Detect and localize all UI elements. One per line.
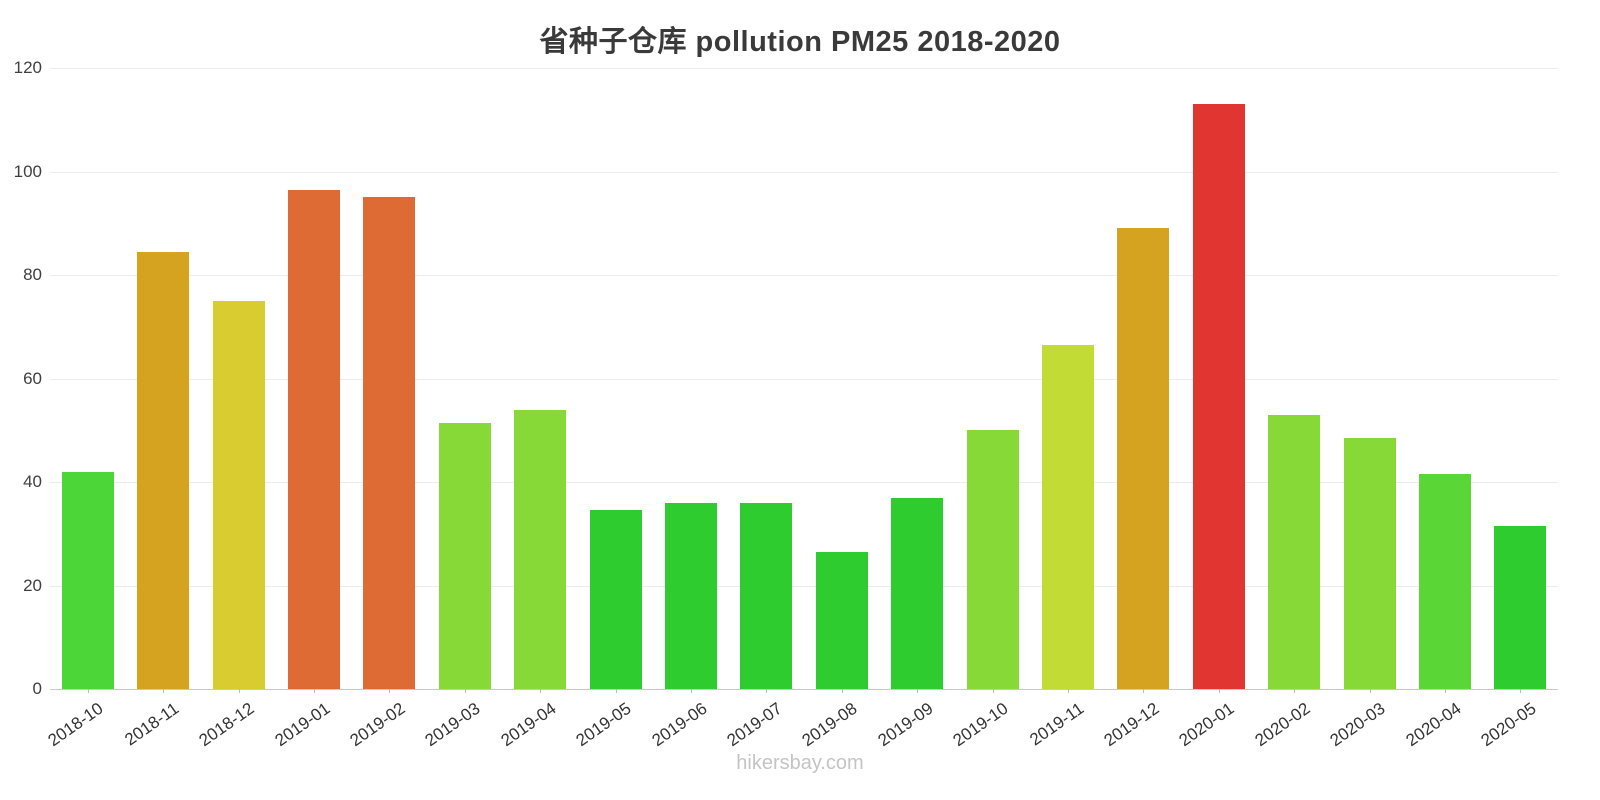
x-axis-tick-label: 2019-02 bbox=[346, 698, 409, 751]
x-axis-tick bbox=[87, 689, 89, 693]
y-axis-tick-label: 120 bbox=[13, 58, 42, 77]
x-axis-tick bbox=[238, 689, 240, 693]
bar-2020-01[interactable] bbox=[1192, 104, 1245, 689]
gridline-y-120 bbox=[50, 68, 1558, 69]
bar-2019-02[interactable] bbox=[363, 197, 416, 689]
y-axis-tick-label: 0 bbox=[32, 679, 42, 698]
x-axis-tick bbox=[690, 689, 692, 693]
x-axis-tick bbox=[163, 689, 165, 693]
x-axis-tick bbox=[841, 689, 843, 693]
x-axis-tick bbox=[1218, 689, 1220, 693]
x-axis-tick bbox=[1294, 689, 1296, 693]
x-axis-tick bbox=[992, 689, 994, 693]
bar-2020-02[interactable] bbox=[1268, 414, 1321, 689]
x-axis-tick-label: 2020-04 bbox=[1402, 698, 1465, 751]
x-axis-tick bbox=[389, 689, 391, 693]
x-axis-tick-label: 2019-04 bbox=[497, 698, 560, 751]
bar-2019-09[interactable] bbox=[891, 497, 944, 689]
x-axis-tick-label: 2019-09 bbox=[874, 698, 937, 751]
bar-2019-11[interactable] bbox=[1041, 344, 1094, 689]
y-axis-tick-label: 60 bbox=[23, 368, 42, 388]
x-axis-tick-label: 2019-06 bbox=[648, 698, 711, 751]
bar-2020-03[interactable] bbox=[1343, 438, 1396, 689]
y-axis-tick-label: 80 bbox=[23, 265, 42, 284]
bar-2019-06[interactable] bbox=[664, 502, 717, 689]
x-axis-tick bbox=[1520, 689, 1522, 693]
bar-2019-03[interactable] bbox=[438, 422, 491, 689]
y-axis-tick-label: 20 bbox=[23, 575, 42, 595]
bar-2019-05[interactable] bbox=[589, 510, 642, 689]
x-axis-tick-label: 2019-12 bbox=[1100, 698, 1163, 751]
bar-2019-04[interactable] bbox=[514, 409, 567, 689]
x-axis-tick bbox=[615, 689, 617, 693]
bar-2018-11[interactable] bbox=[137, 251, 190, 689]
x-axis-tick-label: 2020-03 bbox=[1326, 698, 1389, 751]
x-axis-tick bbox=[1067, 689, 1069, 693]
gridline-y-80 bbox=[50, 275, 1558, 276]
bar-2019-07[interactable] bbox=[740, 502, 793, 689]
x-axis-tick bbox=[1369, 689, 1371, 693]
x-axis-tick-label: 2019-08 bbox=[798, 698, 861, 751]
bar-2020-05[interactable] bbox=[1494, 526, 1547, 689]
y-axis-tick-label: 100 bbox=[13, 161, 42, 181]
gridline-y-20 bbox=[50, 585, 1558, 587]
x-axis-tick-label: 2019-05 bbox=[572, 698, 635, 751]
bar-2019-12[interactable] bbox=[1117, 228, 1170, 689]
x-axis-tick-label: 2018-12 bbox=[195, 698, 258, 751]
bar-2018-12[interactable] bbox=[212, 300, 265, 689]
bar-2020-04[interactable] bbox=[1418, 474, 1471, 689]
bar-2018-10[interactable] bbox=[61, 471, 114, 689]
x-axis-tick bbox=[540, 689, 542, 693]
x-axis-tick-label: 2019-11 bbox=[1026, 698, 1088, 750]
x-axis-tick-label: 2019-10 bbox=[949, 698, 1012, 751]
x-axis-tick bbox=[313, 689, 315, 693]
watermark: hikersbay.com bbox=[736, 752, 864, 774]
x-axis-tick-label: 2019-03 bbox=[421, 698, 484, 751]
x-axis-tick-label: 2020-02 bbox=[1251, 698, 1314, 751]
x-axis-tick bbox=[766, 689, 768, 693]
bar-2019-01[interactable] bbox=[287, 189, 340, 689]
bar-2019-08[interactable] bbox=[815, 551, 868, 689]
gridline-y-100 bbox=[50, 171, 1558, 173]
x-axis-tick bbox=[464, 689, 466, 693]
x-axis-tick bbox=[1143, 689, 1145, 693]
gridline-y-40 bbox=[50, 482, 1558, 483]
chart-title: 省种子仓库 pollution PM25 2018-2020 bbox=[539, 26, 1061, 58]
y-axis-tick-label: 40 bbox=[23, 472, 42, 491]
x-axis-tick-label: 2020-05 bbox=[1477, 698, 1540, 751]
gridline-y-60 bbox=[50, 378, 1558, 380]
x-axis-tick bbox=[1444, 689, 1446, 693]
x-axis-tick-label: 2018-10 bbox=[44, 698, 107, 751]
x-axis-tick-label: 2019-01 bbox=[271, 698, 334, 751]
bar-2019-10[interactable] bbox=[966, 430, 1019, 689]
x-axis-tick-label: 2019-07 bbox=[723, 698, 786, 751]
x-axis-tick-label: 2018-11 bbox=[121, 698, 183, 750]
x-axis-tick-label: 2020-01 bbox=[1175, 698, 1238, 751]
plot-area: 0 20 40 60 80 100 120 2018-10 2018-11 2018-12 2019… bbox=[14, 59, 1558, 750]
x-axis-tick bbox=[917, 689, 919, 693]
